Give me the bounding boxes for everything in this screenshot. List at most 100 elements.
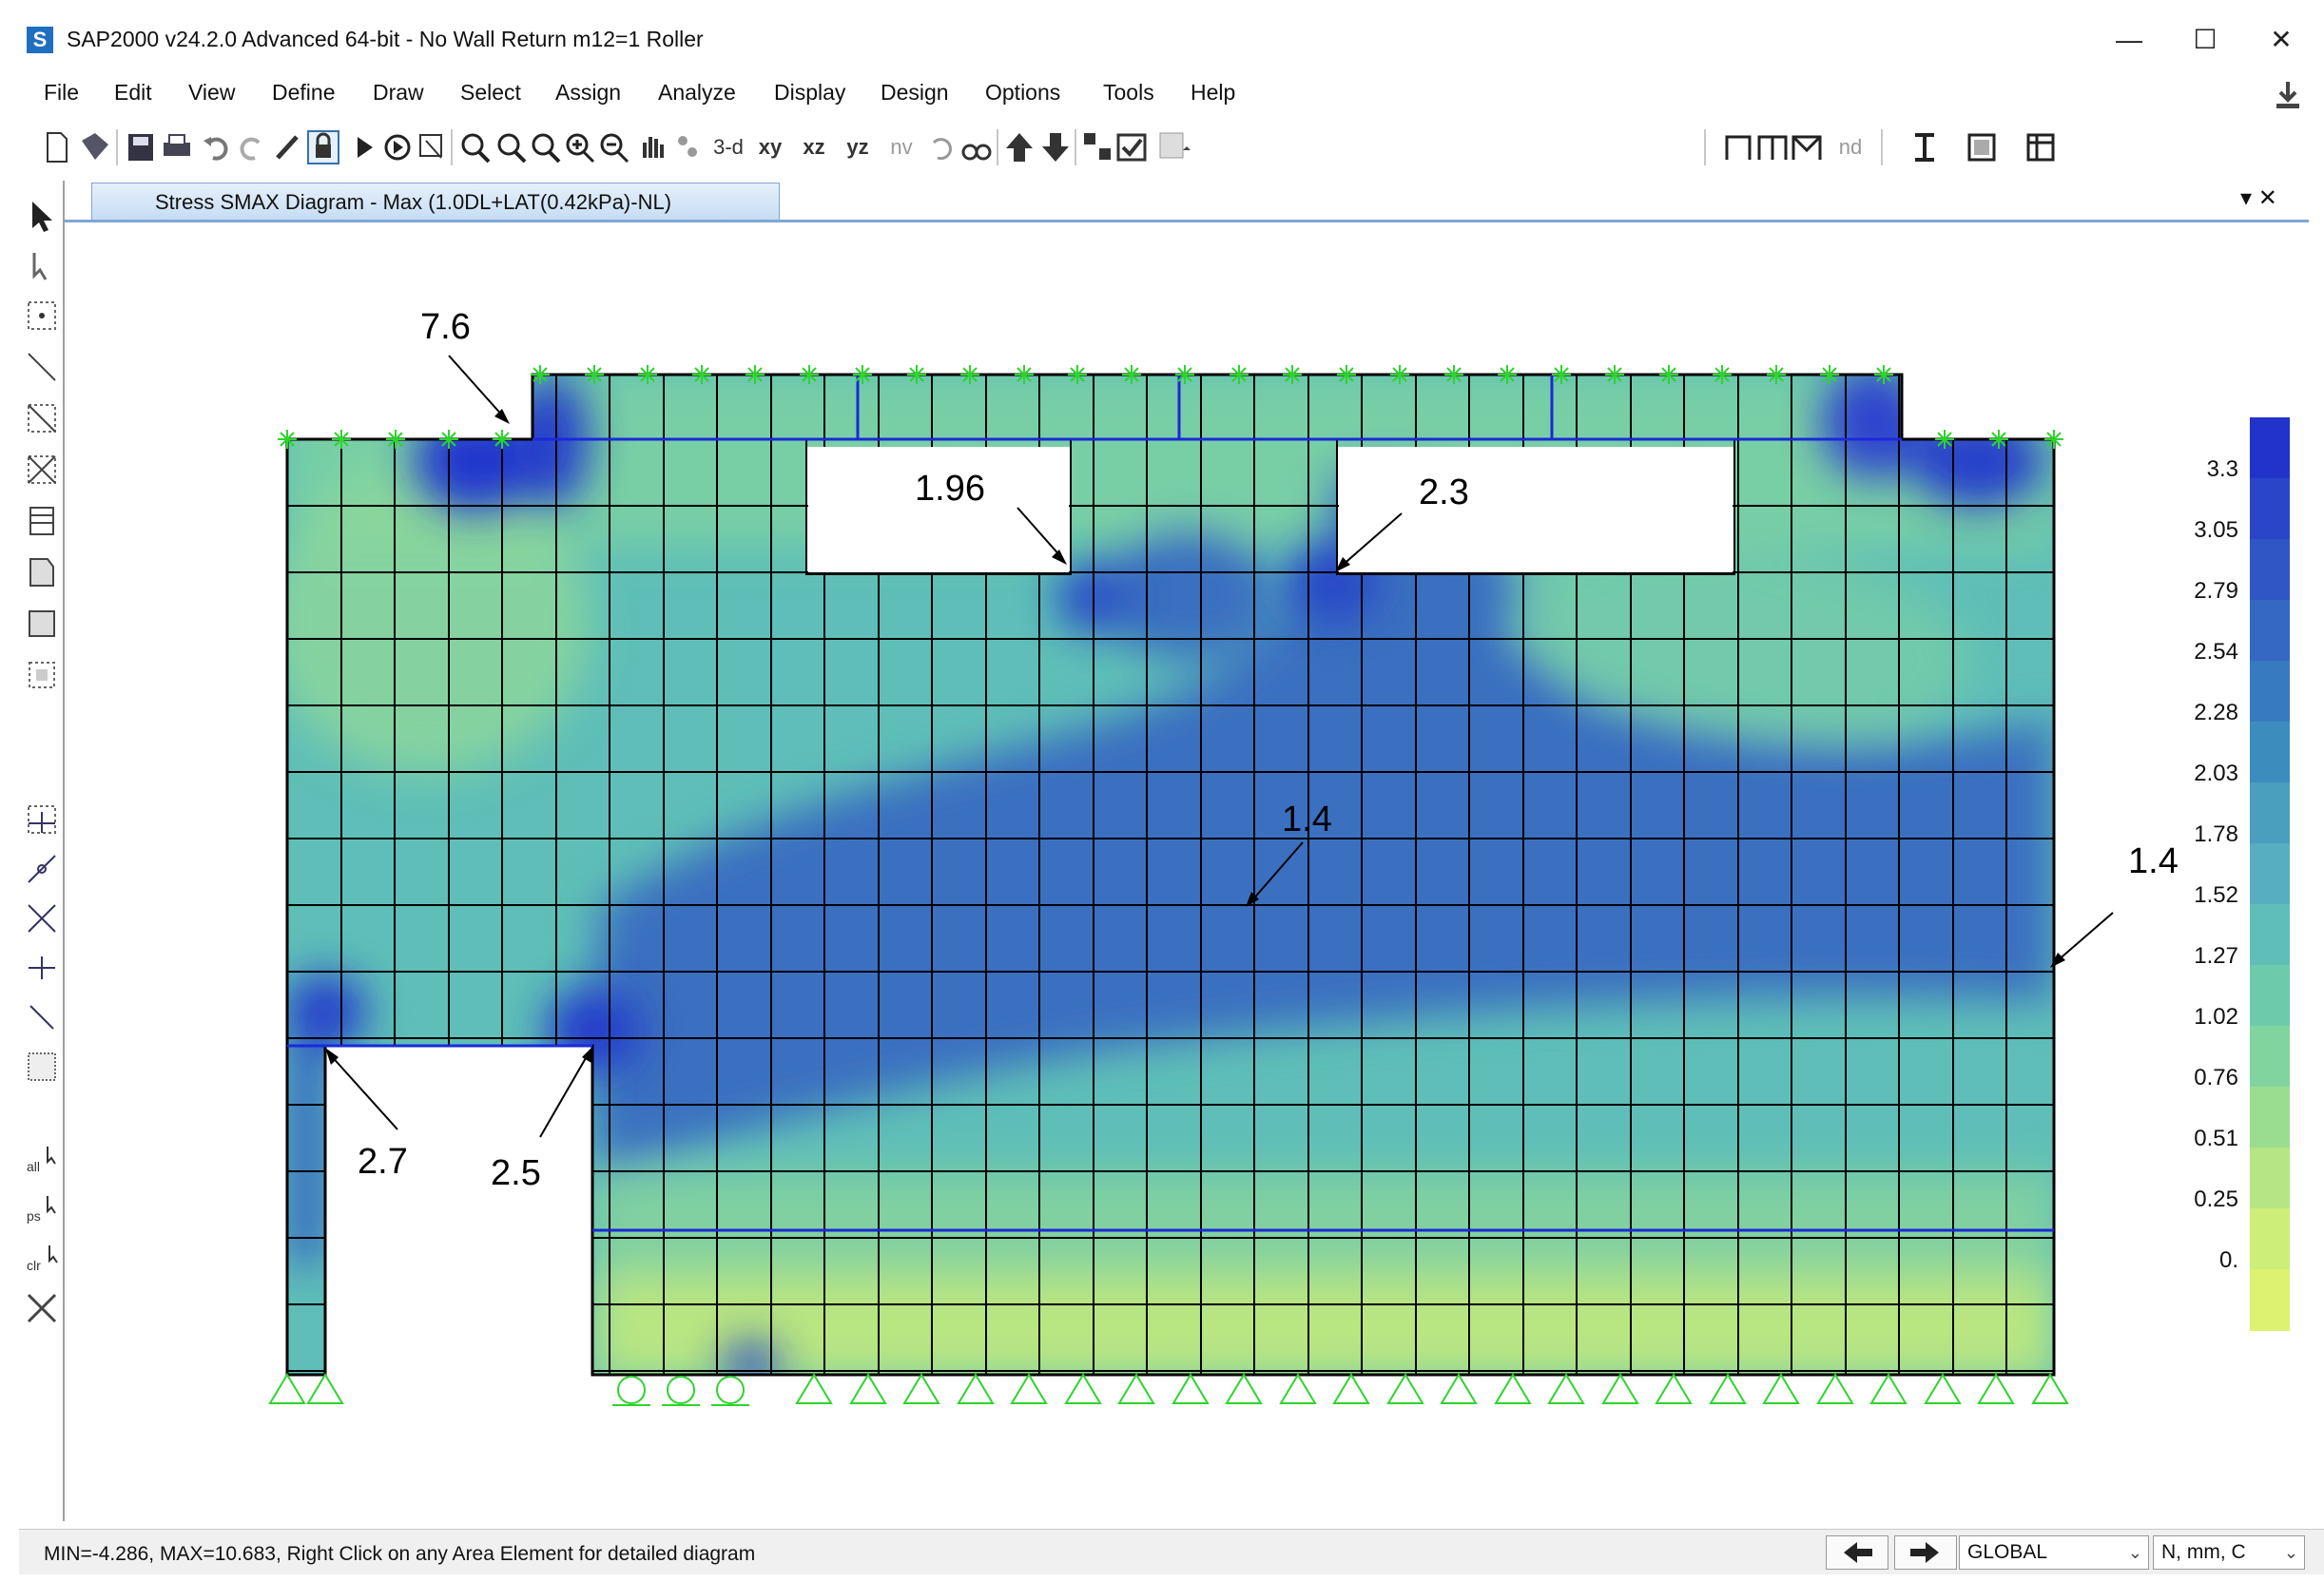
table-icon[interactable] [2024,129,2058,165]
zoom-in-icon[interactable] [563,129,597,165]
move-down-icon[interactable] [1038,129,1073,165]
checkbox-icon[interactable] [1114,129,1149,165]
rotate-icon[interactable] [924,129,959,165]
hotspot-top-left-edge [513,375,590,508]
frame-truss-icon[interactable] [1790,129,1824,165]
previous-selection-icon[interactable]: ps [25,1192,59,1226]
print-icon[interactable] [160,129,194,165]
menu-define[interactable]: Define [272,80,336,105]
close-button[interactable]: ✕ [2270,25,2293,54]
area-section-icon[interactable] [1965,129,1999,165]
joint-marker-icon [585,365,604,384]
menu-select[interactable]: Select [460,80,521,105]
i-beam-icon[interactable] [1908,129,1942,165]
coord-system-select[interactable]: GLOBAL ⌄ [1959,1535,2149,1570]
tab-stress-diagram[interactable]: Stress SMAX Diagram - Max (1.0DL+LAT(0.4… [91,183,780,221]
quick-draw-area-icon[interactable] [25,658,59,692]
zoom-window-icon[interactable] [458,129,493,165]
stress-contour-diagram[interactable]: 7.6 1.96 2.3 1.4 1.4 2.7 2.5 3.3 3.05 2.79… [67,222,2309,1525]
pin-support-icon [1279,1373,1317,1404]
intersecting-line-select-icon[interactable] [25,1291,59,1325]
menu-view[interactable]: View [188,80,236,105]
snap-extension-icon[interactable] [25,1000,59,1034]
pencil-icon[interactable] [270,129,304,165]
snap-line-icon[interactable] [25,852,59,886]
view-xz-button[interactable]: xz [803,135,825,159]
new-model-icon[interactable] [40,129,74,165]
draw-brace-icon[interactable] [25,401,59,435]
view-yz-button[interactable]: yz [846,135,869,159]
pan-hand-icon[interactable] [635,129,669,165]
walk-icon[interactable] [669,129,704,165]
annotation-arrow-line [448,355,505,418]
perspective-icon[interactable] [959,129,993,165]
menu-file[interactable]: File [44,80,80,105]
open-model-icon[interactable] [78,129,112,165]
legend-label: 3.05 [2194,517,2238,543]
snap-intersection-icon[interactable] [25,901,59,936]
snap-perpendicular-icon[interactable] [25,951,59,985]
reshape-icon[interactable] [25,249,59,283]
snap-joint-icon[interactable] [25,802,59,837]
menu-edit[interactable]: Edit [114,80,152,105]
menu-display[interactable]: Display [774,80,846,105]
object-shrink-icon[interactable] [1080,129,1114,165]
units-select[interactable]: N, mm, C ⌄ [2153,1535,2305,1570]
zoom-out-icon[interactable] [597,129,631,165]
move-up-icon[interactable] [1002,129,1036,165]
menu-help[interactable]: Help [1191,80,1236,105]
lock-icon[interactable] [306,129,340,165]
select-all-icon[interactable]: all [25,1143,59,1177]
legend-label: 2.03 [2194,761,2238,786]
view-3d-button[interactable]: 3-d [713,135,744,159]
undo-icon[interactable] [200,129,234,165]
download-icon[interactable] [2271,78,2305,112]
view-nv-button[interactable]: nv [890,135,913,159]
pointer-icon[interactable] [25,200,59,234]
clear-selection-icon[interactable]: clr [25,1242,59,1276]
toolbar-separator [116,129,118,165]
redo-icon[interactable] [234,129,268,165]
legend-label: 2.28 [2194,700,2238,725]
contour-bottom-band [592,1268,2054,1375]
nd-button[interactable]: nd [1838,135,1863,159]
draw-frame-icon[interactable] [25,350,59,384]
menu-analyze[interactable]: Analyze [658,80,736,105]
draw-joint-icon[interactable] [25,299,59,333]
annotation-label: 1.4 [2128,841,2179,881]
menu-draw[interactable]: Draw [373,80,424,105]
annotation-label: 1.96 [915,469,985,509]
menu-tools[interactable]: Tools [1103,80,1154,105]
contour-fill [287,375,2054,1375]
annotation-label: 1.4 [1282,800,1332,839]
model-canvas[interactable]: 7.6 1.96 2.3 1.4 1.4 2.7 2.5 3.3 3.05 2.79… [67,222,2309,1525]
view-xy-button[interactable]: xy [758,135,783,159]
joint-marker-icon [692,365,711,384]
draw-rect-area-icon[interactable] [25,607,59,641]
lock-model-icon[interactable] [415,129,449,165]
draw-cross-brace-icon[interactable] [25,453,59,487]
top-joint-markers [278,365,2063,449]
draw-section-cut-icon[interactable] [25,504,59,538]
tab-controls[interactable]: ▾ ✕ [2240,185,2277,211]
joint-marker-icon [1015,365,1034,384]
save-icon[interactable] [124,129,158,165]
next-step-button[interactable] [1894,1535,1957,1570]
run-now-icon[interactable] [380,129,415,165]
main-toolbar: 3-d xy xz yz nv nd [19,120,2324,175]
maximize-button[interactable]: ☐ [2193,25,2217,54]
frame-section-icon[interactable] [1721,129,1755,165]
roller-support-icon [667,1376,695,1404]
menu-design[interactable]: Design [881,80,949,105]
previous-step-button[interactable] [1826,1535,1888,1570]
zoom-extents-icon[interactable] [529,129,563,165]
display-options-icon[interactable] [1156,129,1191,165]
snap-grid-icon[interactable] [25,1050,59,1084]
menu-options[interactable]: Options [985,80,1061,105]
frame-bay-icon[interactable] [1755,129,1790,165]
run-analysis-icon[interactable] [348,129,382,165]
draw-poly-area-icon[interactable] [25,555,59,589]
menu-assign[interactable]: Assign [555,80,622,105]
minimize-button[interactable]: — [2116,25,2142,54]
zoom-restore-icon[interactable] [494,129,529,165]
